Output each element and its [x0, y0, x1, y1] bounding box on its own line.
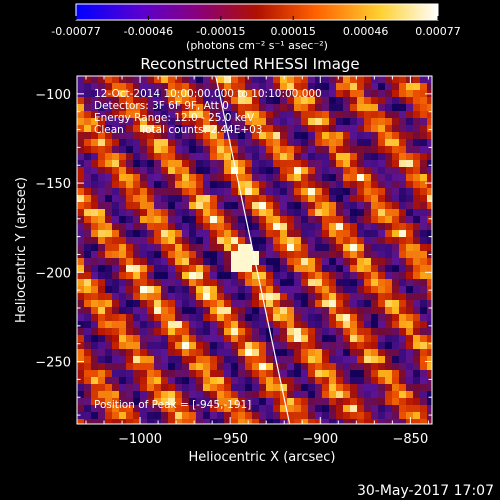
heatmap-image: [77, 76, 432, 424]
y-tick-label: −200: [35, 266, 71, 281]
y-tick-label: −150: [35, 177, 71, 192]
plot-frame: [76, 75, 433, 425]
colorbar-tick-label: -0.00046: [124, 25, 173, 38]
colorbar-tick-label: 0.00015: [270, 25, 316, 38]
info-annotations: 12-Oct-2014 10:00:00.000 to 10:10:00.000…: [94, 88, 322, 411]
annotation-time-range: 12-Oct-2014 10:00:00.000 to 10:10:00.000: [94, 88, 322, 100]
annotation-peak-position: Position of Peak = [-945,-191]: [94, 399, 251, 411]
colorbar: [75, 3, 439, 21]
solar-limb-line: [215, 75, 291, 425]
colorbar-unit-label: (photons cm⁻² s⁻¹ asec⁻²): [186, 39, 328, 52]
y-tick-label: −250: [35, 356, 71, 371]
footer-timestamp: 30-May-2017 17:07: [357, 483, 494, 499]
colorbar-tick-label: 0.00077: [415, 25, 461, 38]
x-tick-label: −950: [212, 432, 248, 447]
colorbar-tick-label: -0.00015: [196, 25, 245, 38]
annotation-clean-counts: Clean Total counts: 2.44E+03: [94, 124, 263, 136]
colorbar-tick-label: 0.00046: [343, 25, 389, 38]
x-axis-label: Heliocentric X (arcsec): [189, 450, 336, 465]
x-axis: −1000 −950 −900 −850: [85, 76, 429, 447]
annotation-energy-range: Energy Range: 12.0 - 25.0 keV: [94, 112, 255, 124]
x-tick-label: −900: [302, 432, 338, 447]
x-tick-label: −850: [393, 432, 429, 447]
x-tick-label: −1000: [118, 432, 162, 447]
y-tick-label: −100: [35, 88, 71, 103]
y-axis: −100 −150 −200 −250: [35, 75, 432, 416]
y-axis-label: Heliocentric Y (arcsec): [14, 177, 29, 323]
colorbar-ticks: -0.00077 -0.00046 -0.00015 0.00015 0.00046 0.…: [51, 16, 461, 38]
colorbar-tick-label: -0.00077: [51, 25, 100, 38]
annotation-detectors: Detectors: 3F 6F 9F, Att 0: [94, 100, 229, 112]
chart-title: Reconstructed RHESSI Image: [140, 55, 359, 73]
